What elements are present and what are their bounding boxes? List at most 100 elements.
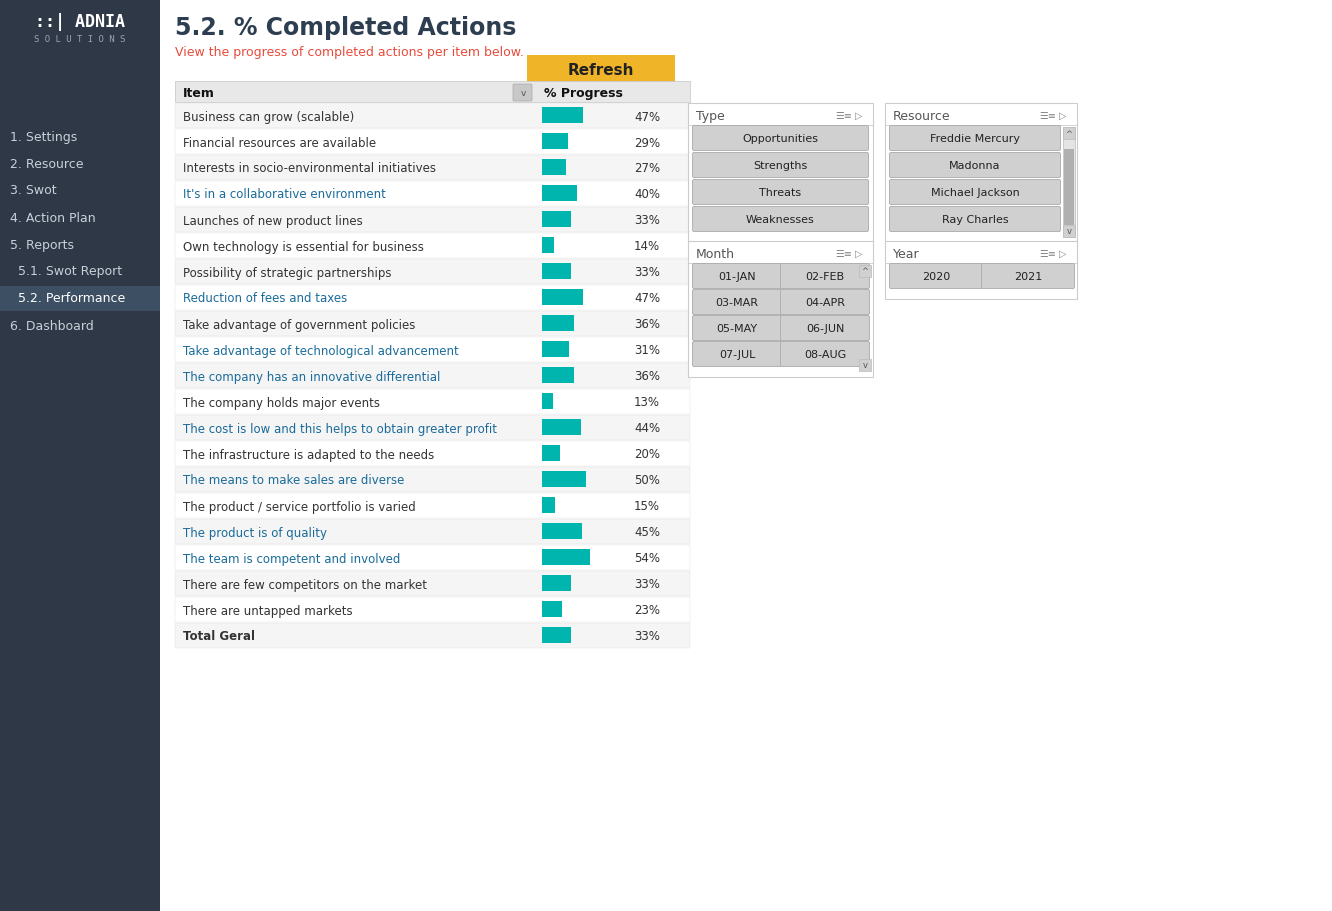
FancyBboxPatch shape (693, 180, 868, 205)
Bar (542, 394, 553, 410)
Bar (542, 472, 586, 487)
Bar (689, 241, 872, 377)
Bar (1063, 226, 1075, 238)
Bar (542, 549, 590, 566)
Text: S O L U T I O N S: S O L U T I O N S (35, 35, 125, 44)
FancyBboxPatch shape (693, 208, 868, 232)
Text: ▷: ▷ (855, 111, 863, 121)
Text: Total Geral: Total Geral (182, 630, 254, 643)
Text: 33%: 33% (634, 214, 659, 227)
Bar (174, 390, 690, 415)
Text: 04-APR: 04-APR (805, 298, 844, 308)
Text: Threats: Threats (759, 188, 802, 198)
Text: 5.2. % Completed Actions: 5.2. % Completed Actions (174, 16, 517, 40)
FancyBboxPatch shape (693, 343, 782, 367)
Text: The cost is low and this helps to obtain greater profit: The cost is low and this helps to obtain… (182, 422, 497, 435)
Text: It's in a collaborative environment: It's in a collaborative environment (182, 189, 386, 201)
Bar (174, 546, 690, 570)
Bar (542, 524, 582, 539)
Bar (174, 82, 690, 103)
Text: 44%: 44% (634, 422, 661, 435)
Bar (542, 159, 566, 176)
Text: 54%: 54% (634, 552, 659, 565)
Bar (174, 182, 690, 207)
Bar (174, 312, 690, 337)
Text: Weaknesses: Weaknesses (746, 215, 815, 225)
Bar (0, 287, 160, 312)
Text: Take advantage of government policies: Take advantage of government policies (182, 318, 416, 331)
Text: Freddie Mercury: Freddie Mercury (930, 134, 1020, 144)
Text: 05-MAY: 05-MAY (717, 323, 758, 333)
FancyBboxPatch shape (781, 291, 870, 315)
Bar (542, 134, 567, 149)
Text: Madonna: Madonna (950, 161, 1000, 171)
Text: The product is of quality: The product is of quality (182, 526, 326, 539)
Bar (174, 571, 690, 597)
Bar (542, 445, 559, 462)
Bar (542, 601, 562, 618)
Bar (542, 628, 571, 643)
Text: 01-JAN: 01-JAN (718, 271, 755, 281)
FancyBboxPatch shape (982, 264, 1075, 289)
Text: v: v (863, 361, 867, 370)
Bar (884, 241, 1078, 300)
Bar (542, 368, 574, 384)
Text: ☰≡: ☰≡ (835, 249, 852, 259)
FancyBboxPatch shape (693, 127, 868, 151)
Text: 20%: 20% (634, 448, 659, 461)
Bar (174, 234, 690, 259)
FancyBboxPatch shape (513, 85, 531, 102)
Bar (542, 186, 577, 201)
Bar (542, 263, 571, 280)
Text: Ray Charles: Ray Charles (942, 215, 1008, 225)
FancyBboxPatch shape (693, 264, 782, 289)
Text: Opportunities: Opportunities (742, 134, 818, 144)
Bar (1063, 128, 1075, 238)
Text: Possibility of strategic partnerships: Possibility of strategic partnerships (182, 266, 392, 279)
Text: 07-JUL: 07-JUL (719, 350, 755, 360)
Text: 2021: 2021 (1014, 271, 1042, 281)
Bar (174, 363, 690, 389)
Bar (174, 286, 690, 311)
Bar (174, 104, 690, 128)
Text: 5.2. Performance: 5.2. Performance (11, 292, 125, 305)
Bar (174, 519, 690, 545)
Text: 2. Resource: 2. Resource (11, 158, 84, 170)
Bar (542, 238, 554, 254)
Bar (859, 360, 871, 372)
Bar (542, 211, 571, 228)
Text: ▷: ▷ (1059, 249, 1067, 259)
Text: The infrastructure is adapted to the needs: The infrastructure is adapted to the nee… (182, 448, 434, 461)
Text: 3. Swot: 3. Swot (11, 184, 57, 198)
Text: Launches of new product lines: Launches of new product lines (182, 214, 362, 227)
Text: v: v (521, 88, 526, 97)
Text: 27%: 27% (634, 162, 661, 175)
Text: ☰≡: ☰≡ (1039, 249, 1056, 259)
Bar (1064, 149, 1074, 226)
Text: 5.1. Swot Report: 5.1. Swot Report (11, 265, 123, 278)
Bar (1063, 128, 1075, 140)
Text: ^: ^ (1066, 129, 1072, 138)
FancyBboxPatch shape (781, 264, 870, 289)
Bar (174, 130, 690, 155)
Text: 29%: 29% (634, 137, 661, 149)
FancyBboxPatch shape (693, 291, 782, 315)
Text: 5. Reports: 5. Reports (11, 239, 75, 251)
Text: v: v (1067, 227, 1071, 236)
Text: 4. Action Plan: 4. Action Plan (11, 211, 96, 224)
FancyBboxPatch shape (781, 316, 870, 341)
Text: Financial resources are available: Financial resources are available (182, 137, 376, 149)
Text: ▷: ▷ (855, 249, 863, 259)
Text: 40%: 40% (634, 189, 659, 201)
Text: Interests in socio-environmental initiatives: Interests in socio-environmental initiat… (182, 162, 436, 175)
Bar (174, 494, 690, 518)
Text: 33%: 33% (634, 578, 659, 591)
Text: 36%: 36% (634, 370, 659, 384)
Text: The means to make sales are diverse: The means to make sales are diverse (182, 474, 405, 487)
Text: 13%: 13% (634, 396, 659, 409)
Bar (174, 467, 690, 493)
FancyBboxPatch shape (890, 153, 1060, 179)
Text: 06-JUN: 06-JUN (806, 323, 844, 333)
Bar (884, 104, 1078, 244)
Bar (542, 290, 583, 306)
